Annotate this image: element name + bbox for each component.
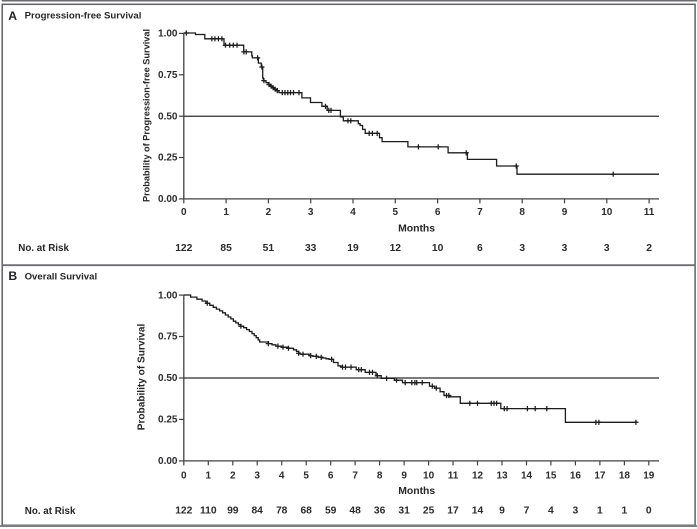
svg-text:Months: Months	[398, 486, 435, 497]
svg-text:16: 16	[570, 471, 582, 482]
svg-text:51: 51	[263, 243, 275, 254]
svg-text:17: 17	[594, 471, 606, 482]
svg-text:0.25: 0.25	[158, 153, 178, 164]
svg-text:2: 2	[230, 471, 236, 482]
svg-text:3: 3	[604, 243, 610, 254]
svg-text:59: 59	[325, 506, 337, 517]
svg-text:25: 25	[423, 506, 435, 517]
svg-text:1: 1	[206, 471, 212, 482]
svg-text:5: 5	[303, 471, 309, 482]
svg-text:17: 17	[447, 506, 459, 517]
svg-text:8: 8	[377, 471, 383, 482]
svg-text:3: 3	[562, 243, 568, 254]
svg-text:11: 11	[644, 207, 655, 218]
svg-text:2: 2	[266, 207, 272, 218]
svg-text:5: 5	[393, 207, 399, 218]
svg-text:19: 19	[643, 471, 655, 482]
svg-text:9: 9	[499, 506, 505, 517]
svg-text:48: 48	[349, 506, 361, 517]
svg-text:3: 3	[573, 506, 579, 517]
svg-text:122: 122	[175, 506, 192, 517]
svg-text:19: 19	[347, 243, 359, 254]
svg-text:0.50: 0.50	[158, 111, 178, 122]
svg-text:33: 33	[305, 243, 317, 254]
svg-text:4: 4	[350, 207, 356, 218]
svg-text:0.00: 0.00	[158, 194, 178, 205]
svg-text:1: 1	[597, 506, 603, 517]
svg-text:No. at Risk: No. at Risk	[18, 243, 69, 254]
svg-text:7: 7	[524, 506, 530, 517]
svg-text:13: 13	[496, 471, 508, 482]
svg-text:1.00: 1.00	[158, 290, 178, 301]
svg-text:0.50: 0.50	[158, 373, 178, 384]
svg-text:0.25: 0.25	[158, 415, 178, 426]
svg-text:6: 6	[477, 243, 483, 254]
svg-text:7: 7	[477, 207, 483, 218]
svg-text:0: 0	[181, 207, 187, 218]
svg-text:Probability of Survival: Probability of Survival	[137, 324, 148, 431]
svg-text:4: 4	[548, 506, 554, 517]
svg-text:0.75: 0.75	[158, 332, 178, 343]
svg-text:31: 31	[398, 506, 410, 517]
svg-text:12: 12	[472, 471, 484, 482]
svg-text:1: 1	[223, 207, 229, 218]
svg-text:14: 14	[472, 506, 484, 517]
svg-text:No. at Risk: No. at Risk	[25, 506, 76, 517]
svg-text:68: 68	[300, 506, 312, 517]
svg-text:122: 122	[175, 243, 192, 254]
svg-text:7: 7	[352, 471, 358, 482]
svg-text:3: 3	[254, 471, 260, 482]
svg-text:1.00: 1.00	[158, 29, 178, 40]
svg-text:3: 3	[519, 243, 525, 254]
svg-text:10: 10	[423, 471, 435, 482]
svg-text:36: 36	[374, 506, 386, 517]
svg-text:4: 4	[279, 471, 285, 482]
svg-text:0: 0	[646, 506, 652, 517]
svg-text:18: 18	[619, 471, 631, 482]
svg-text:0: 0	[181, 471, 187, 482]
svg-text:99: 99	[227, 506, 239, 517]
svg-text:14: 14	[521, 471, 533, 482]
svg-text:A: A	[8, 9, 17, 23]
svg-text:Months: Months	[398, 224, 435, 235]
svg-text:8: 8	[519, 207, 525, 218]
svg-text:9: 9	[562, 207, 568, 218]
svg-text:B: B	[8, 269, 17, 283]
svg-text:15: 15	[545, 471, 557, 482]
svg-text:6: 6	[328, 471, 334, 482]
svg-text:84: 84	[251, 506, 263, 517]
svg-text:9: 9	[401, 471, 407, 482]
svg-text:2: 2	[646, 243, 652, 254]
svg-text:11: 11	[448, 471, 459, 482]
svg-text:6: 6	[435, 207, 441, 218]
svg-text:1: 1	[622, 506, 628, 517]
svg-text:3: 3	[308, 207, 314, 218]
svg-text:12: 12	[390, 243, 402, 254]
svg-text:78: 78	[276, 506, 288, 517]
svg-text:85: 85	[220, 243, 232, 254]
svg-text:Probability of Progression-fre: Probability of Progression-free Survival	[141, 29, 151, 202]
svg-text:10: 10	[601, 207, 613, 218]
svg-text:0.75: 0.75	[158, 70, 178, 81]
svg-text:0.00: 0.00	[158, 456, 178, 467]
svg-text:Progression-free Survival: Progression-free Survival	[25, 11, 142, 22]
svg-text:Overall Survival: Overall Survival	[25, 271, 98, 282]
svg-text:10: 10	[432, 243, 444, 254]
svg-text:110: 110	[200, 506, 217, 517]
